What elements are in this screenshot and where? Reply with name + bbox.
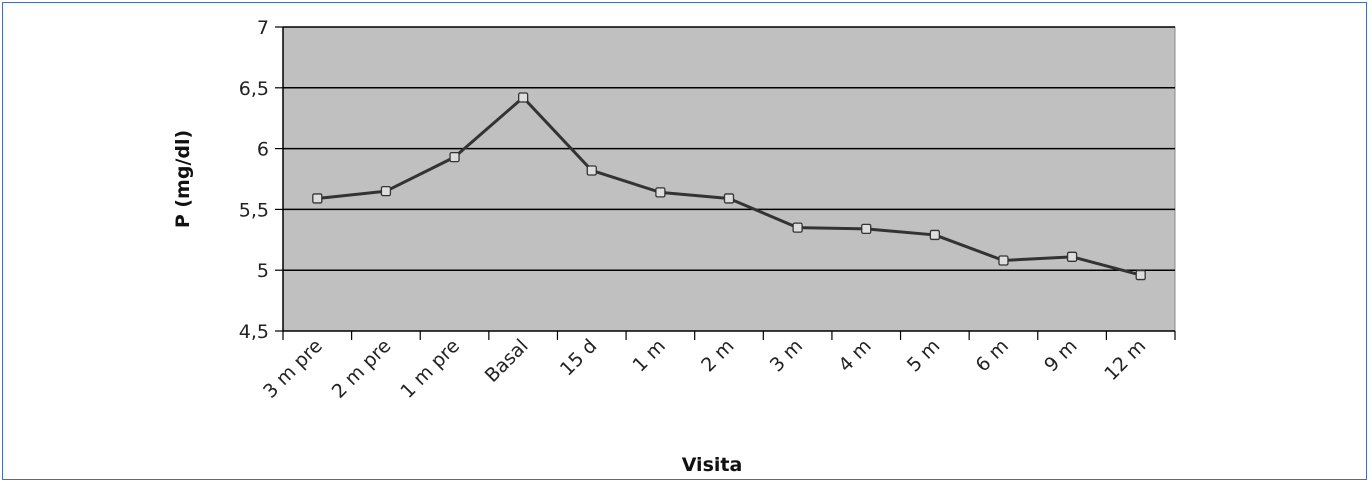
x-axis-title: Visita: [682, 454, 743, 476]
data-point: [312, 193, 323, 204]
data-point: [998, 255, 1009, 266]
data-point: [1135, 269, 1146, 281]
data-point: [792, 222, 803, 233]
data-point: [655, 187, 666, 198]
x-tick-label: 4 m: [834, 335, 875, 376]
x-tick-label: 1 m pre: [396, 335, 464, 403]
y-tick-label: 6: [257, 139, 269, 161]
x-tick-label: 2 m pre: [328, 335, 396, 403]
data-point: [518, 92, 529, 103]
x-tick-label: 3 m: [766, 335, 807, 376]
x-tick-label: 1 m: [628, 335, 669, 376]
y-tick-label: 6,5: [239, 78, 269, 100]
data-point: [861, 223, 872, 235]
axes: [275, 26, 1176, 340]
data-point: [1066, 251, 1078, 262]
x-tick-label: 5 m: [903, 335, 944, 376]
gridlines: [283, 26, 1175, 271]
y-tick-label: 5: [257, 260, 269, 282]
x-tick-label: 6 m: [972, 335, 1013, 376]
x-tick-label: 3 m pre: [259, 335, 327, 403]
data-point: [586, 165, 597, 176]
x-tick-label: 9 m: [1040, 335, 1081, 376]
plot-area: [282, 26, 1176, 332]
y-tick-label: 4,5: [239, 321, 269, 343]
x-tick-label: Basal: [481, 335, 533, 387]
x-tick-label: 12 m: [1100, 335, 1150, 385]
data-point: [449, 151, 460, 163]
data-markers: [312, 92, 1146, 281]
y-tick-label: 5,5: [239, 199, 269, 221]
x-tick-label: 15 d: [556, 335, 601, 380]
y-tick-labels: 4,5 5 5,5 6 6,5 7: [239, 17, 269, 343]
x-tick-label: 2 m: [697, 335, 738, 376]
data-point: [723, 193, 735, 204]
data-point: [380, 186, 392, 197]
y-axis-title: P (mg/dl): [172, 130, 194, 228]
x-tick-labels: 3 m pre 2 m pre 1 m pre Basal 15 d 1 m 2 m 3 m 4…: [259, 335, 1150, 403]
data-point: [929, 229, 940, 241]
y-tick-label: 7: [257, 17, 269, 39]
